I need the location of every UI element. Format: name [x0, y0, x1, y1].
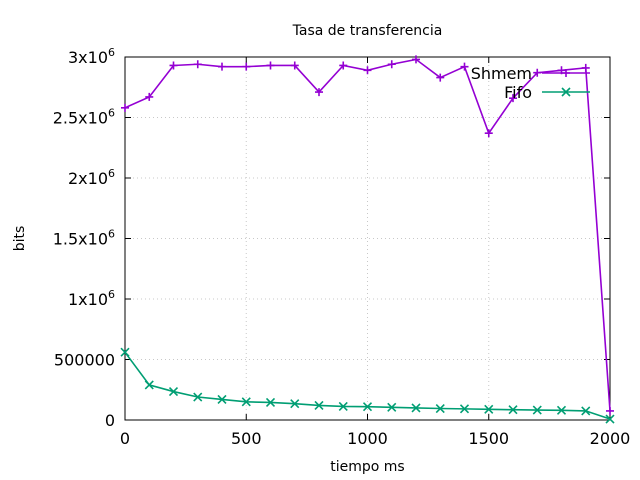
data-point-fifo [556, 405, 567, 415]
x-tick-label: 0 [120, 429, 130, 448]
y-tick-label: 3x106 [68, 46, 115, 67]
data-point-shmem [121, 103, 129, 112]
data-point-shmem [315, 88, 323, 97]
series-shmem [121, 55, 614, 415]
series-group [120, 55, 615, 424]
y-tick-label: 500000 [54, 351, 115, 370]
data-point-shmem [169, 61, 178, 70]
data-point-fifo [314, 400, 324, 411]
x-axis-label: tiempo ms [330, 459, 404, 475]
y-axis-label: bits [12, 226, 28, 252]
y-tick-label: 2.5x106 [53, 107, 115, 128]
data-point-fifo [532, 405, 542, 415]
data-point-fifo [362, 402, 373, 412]
data-point-shmem [606, 406, 614, 415]
legend-label-fifo: Fifo [504, 83, 532, 102]
data-point-shmem [363, 66, 372, 75]
y-tick-label: 1.5x106 [53, 228, 115, 249]
data-point-shmem [484, 129, 493, 138]
series-fifo [120, 347, 615, 424]
chart-title: Tasa de transferencia [292, 23, 443, 39]
y-tick-label: 1x106 [68, 288, 115, 309]
data-point-fifo [144, 380, 154, 390]
data-point-fifo [338, 401, 348, 412]
data-point-fifo [120, 347, 130, 357]
series-line-shmem [124, 58, 611, 411]
legend-marker-shmem [562, 69, 570, 77]
data-point-fifo [605, 414, 615, 424]
y-tick-label: 2x106 [68, 167, 115, 188]
data-point-fifo [193, 392, 203, 402]
data-point-shmem [412, 55, 420, 64]
x-tick-label: 2000 [590, 429, 631, 448]
legend-marker-fifo [561, 87, 571, 97]
data-point-fifo [241, 397, 251, 407]
data-point-shmem [581, 63, 590, 72]
data-point-fifo [508, 405, 518, 415]
data-point-shmem [460, 62, 469, 71]
data-point-fifo [387, 402, 397, 412]
data-point-fifo [484, 404, 494, 414]
axis-ticks: 0 500 1000 1500 2000 0 500000 1x106 1.5x106 2x106… [53, 46, 631, 448]
data-point-shmem [436, 73, 445, 82]
x-tick-label: 500 [231, 429, 262, 448]
data-point-shmem [266, 61, 275, 70]
legend-label-shmem: Shmem [471, 64, 532, 83]
data-point-shmem [218, 62, 226, 71]
data-point-shmem [290, 61, 299, 70]
data-point-fifo [435, 403, 445, 414]
y-tick-label: 0 [105, 411, 115, 430]
x-tick-label: 1000 [347, 429, 388, 448]
data-point-fifo [459, 404, 470, 414]
data-point-fifo [265, 397, 276, 408]
data-point-shmem [242, 62, 251, 71]
data-point-fifo [217, 394, 227, 404]
data-point-fifo [411, 403, 421, 413]
data-point-fifo [581, 406, 591, 416]
x-tick-label: 1500 [468, 429, 509, 448]
data-point-fifo [168, 386, 179, 397]
data-point-fifo [290, 399, 300, 409]
data-point-shmem [339, 61, 348, 70]
data-point-shmem [509, 94, 517, 103]
data-point-shmem [145, 92, 154, 101]
data-point-shmem [533, 68, 542, 77]
data-point-shmem [387, 60, 396, 69]
data-point-shmem [193, 60, 202, 69]
grid [125, 57, 610, 420]
